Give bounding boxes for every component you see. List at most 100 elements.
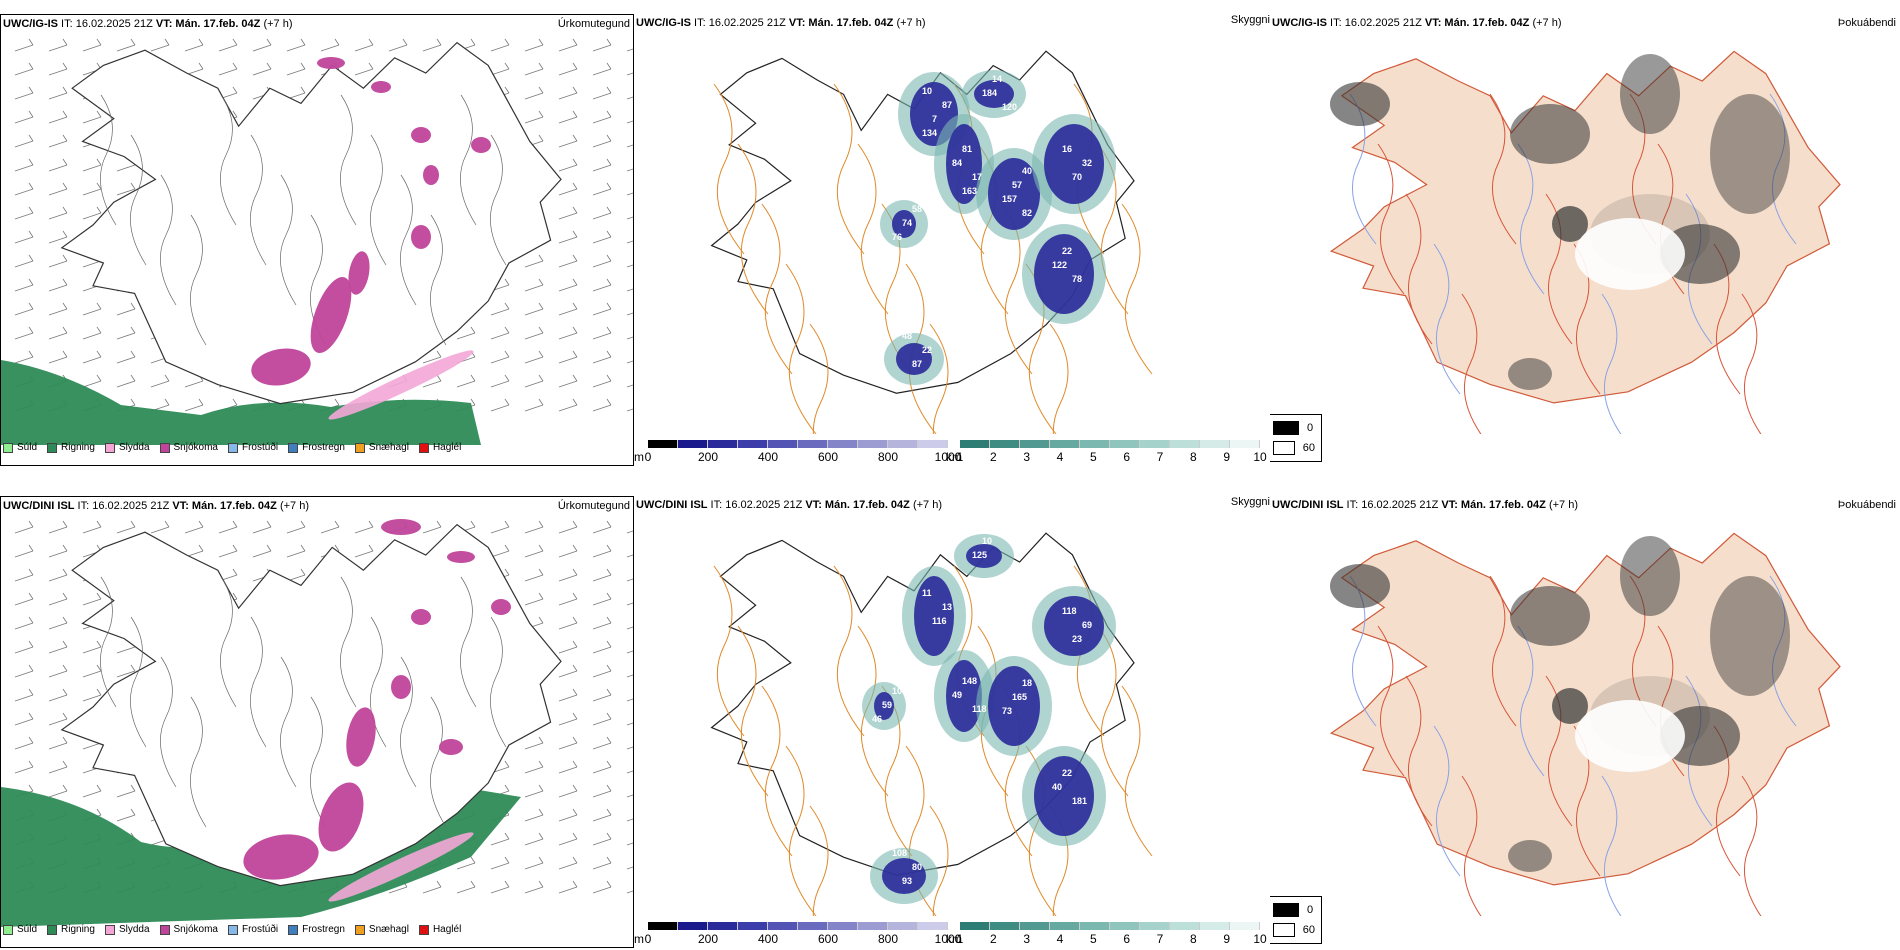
- colorbar-tick: 1000: [934, 450, 962, 464]
- wind-barb: [558, 230, 578, 244]
- legend-swatch: [159, 924, 170, 935]
- legend-label: Súld: [17, 442, 38, 453]
- wind-barb: [456, 326, 476, 340]
- wind-barb: [524, 374, 544, 388]
- cloud-legend-swatch: [1273, 923, 1295, 937]
- visibility-label: 49: [952, 690, 962, 700]
- colorbar-tick: 6: [1123, 450, 1130, 464]
- cloud-header-2: UWC/DINI ISL IT: 16.02.2025 21Z VT: Mán.…: [1272, 499, 1578, 511]
- wind-barb: [150, 520, 170, 534]
- wind-barb: [626, 602, 633, 606]
- fog-index-shade: [1660, 224, 1740, 284]
- legend-label: Snæhagl: [368, 442, 409, 453]
- wind-barb: [524, 856, 544, 870]
- wind-barb: [558, 398, 578, 412]
- wind-barb: [558, 568, 578, 582]
- legend-item: Frostúði: [227, 442, 279, 453]
- snow-area: [310, 277, 352, 353]
- legend-item: Rigning: [47, 442, 95, 453]
- visibility-label: 13: [942, 602, 952, 612]
- low-visibility-area: [946, 660, 982, 732]
- iceland-outline: [60, 41, 562, 405]
- wind-barb: [184, 520, 204, 534]
- cloud-map-2: [1329, 532, 1841, 916]
- wind-barb: [558, 616, 578, 630]
- visibility-panel-2: UWC/DINI ISL IT: 16.02.2025 21Z VT: Mán.…: [634, 496, 1270, 948]
- fog-index-shade: [1710, 576, 1790, 696]
- terrain-contour: [460, 94, 477, 226]
- snow-area: [346, 707, 376, 767]
- wind-barb: [626, 144, 633, 148]
- wind-barb: [626, 698, 633, 702]
- colorbar-tick: 3: [1023, 450, 1030, 464]
- wind-barb: [14, 230, 34, 244]
- terrain-contour: [370, 134, 387, 266]
- legend-label: Frostregn: [302, 924, 345, 935]
- fog-index-shade: [1510, 586, 1590, 646]
- colorbar-tick: 0: [644, 932, 652, 946]
- wind-barb: [524, 110, 544, 124]
- wind-barb: [592, 254, 612, 268]
- wind-barb: [14, 568, 34, 582]
- road-line: [1461, 775, 1482, 916]
- colorbar-segment: [990, 922, 1020, 930]
- wind-barb: [592, 206, 612, 220]
- terrain-contour: [460, 576, 477, 708]
- wind-barb: [354, 38, 374, 52]
- colorbar-segment: [738, 440, 768, 448]
- wind-barb: [456, 374, 476, 388]
- wind-barb: [490, 302, 510, 316]
- colorbar-unit: km: [946, 450, 962, 464]
- cloud-title-1: Þokuábendi: [1837, 17, 1896, 29]
- wind-barb: [48, 302, 68, 316]
- terrain-contour: [340, 576, 357, 708]
- wind-barb: [48, 110, 68, 124]
- fog-index-shade: [1330, 82, 1390, 126]
- road-line: [1741, 775, 1762, 916]
- wind-barb: [524, 398, 544, 412]
- wind-barb: [48, 134, 68, 148]
- colorbar-segment: [798, 440, 828, 448]
- wind-barb: [626, 674, 633, 678]
- legend-swatch: [288, 442, 299, 453]
- legend-swatch: [227, 442, 238, 453]
- legend-item: Haglél: [418, 442, 461, 453]
- wind-barb: [592, 398, 612, 412]
- wind-barb: [48, 86, 68, 100]
- wind-barb: [490, 38, 510, 52]
- wind-barb: [82, 38, 102, 52]
- wind-barb: [524, 880, 544, 894]
- legend-swatch: [47, 442, 58, 453]
- wind-barb: [354, 544, 374, 558]
- wind-barb: [524, 62, 544, 76]
- wind-barb: [48, 254, 68, 268]
- visibility-label: 184: [982, 88, 997, 98]
- wind-barb: [592, 568, 612, 582]
- wind-barb: [422, 38, 442, 52]
- legend-label: Frostúði: [241, 442, 279, 453]
- road-line: [929, 805, 949, 916]
- visibility-label: 16: [1062, 144, 1072, 154]
- vis-colorbar-1: m 0 200 400 600 800 1000 km 1 2 3 4 5 6 7 8 9 10: [634, 438, 1270, 466]
- road-line: [1049, 323, 1069, 434]
- visibility-label: 46: [872, 714, 882, 724]
- wind-barb: [558, 278, 578, 292]
- colorbar-segment: [678, 440, 708, 448]
- colorbar-segment: [798, 922, 828, 930]
- wind-barb: [82, 110, 102, 124]
- wind-barb: [14, 592, 34, 606]
- road-line: [761, 203, 793, 375]
- visibility-label: 80: [912, 862, 922, 872]
- wind-barb: [524, 326, 544, 340]
- wind-barb: [48, 278, 68, 292]
- wind-barb: [558, 62, 578, 76]
- wind-barb: [626, 722, 633, 726]
- road-line: [737, 625, 769, 797]
- wind-barb: [558, 134, 578, 148]
- wind-barb: [626, 168, 633, 172]
- wind-barb: [490, 856, 510, 870]
- wind-barb: [524, 784, 544, 798]
- terrain-contour: [280, 656, 297, 788]
- wind-barb: [82, 326, 102, 340]
- wind-barb: [524, 302, 544, 316]
